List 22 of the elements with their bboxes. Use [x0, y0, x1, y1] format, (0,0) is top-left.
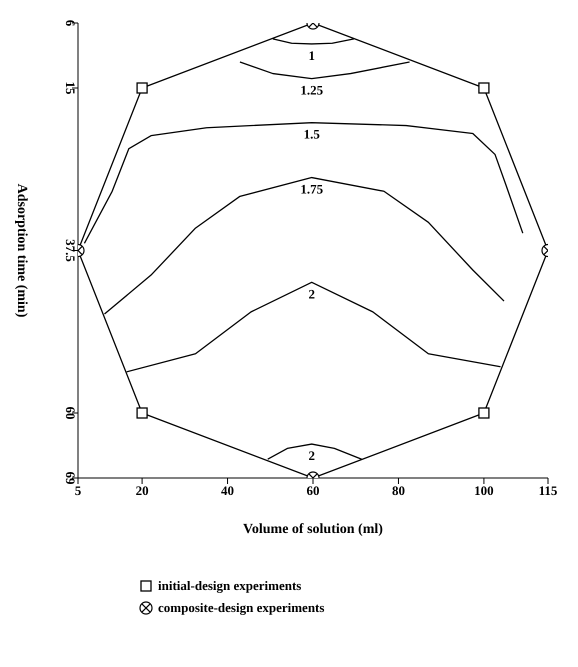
y-tick-label: 60 [63, 406, 78, 420]
y-axis-title: Adsorption time (min) [14, 184, 30, 318]
x-axis-title: Volume of solution (ml) [243, 522, 384, 537]
x-tick-label: 40 [221, 483, 234, 498]
series-label: 2 [308, 286, 315, 302]
series-label: 1.25 [300, 82, 324, 98]
x-tick-label: 20 [136, 483, 149, 498]
series-label: 1.5 [304, 126, 320, 142]
series-label: 1 [308, 48, 315, 63]
y-tick-label: 69 [63, 472, 78, 485]
x-tick-label: 5 [74, 483, 82, 498]
x-tick-label: 100 [474, 483, 494, 498]
series-label: 2 [308, 448, 315, 464]
legend-label: initial-design experiments [158, 578, 302, 594]
x-tick-label: 115 [538, 483, 558, 498]
legend-label: composite-design experiments [158, 600, 324, 616]
y-tick-label: 37.5 [63, 239, 78, 262]
x-tick-label: 80 [392, 483, 405, 498]
y-tick-label: 6 [63, 20, 78, 27]
x-tick-label: 60 [306, 483, 320, 498]
y-tick-label: 15 [63, 82, 78, 95]
series-label: 1.75 [300, 182, 324, 197]
